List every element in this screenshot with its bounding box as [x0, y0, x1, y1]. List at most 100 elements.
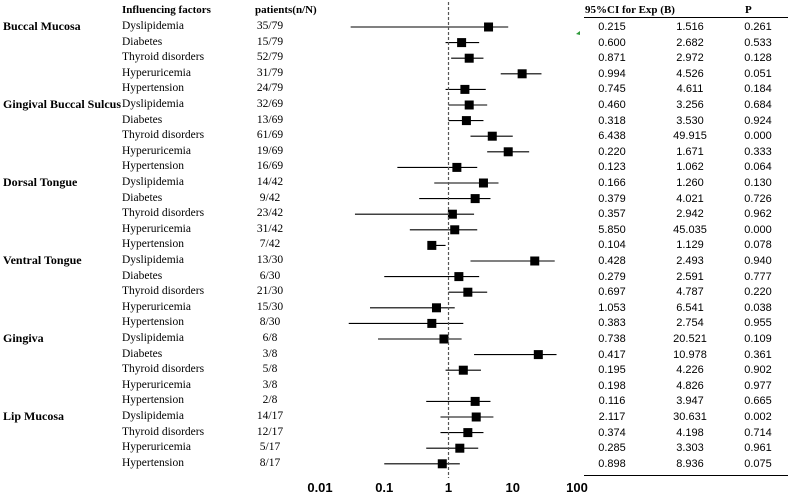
p-value: 0.078	[744, 239, 772, 252]
factor-label: Dyslipidemia	[122, 176, 184, 188]
ci-low-value: 0.215	[598, 21, 626, 33]
factor-label: Hypertension	[122, 238, 184, 251]
point-estimate	[461, 116, 471, 126]
ci-low-value: 0.460	[598, 99, 626, 111]
point-estimate	[427, 240, 437, 250]
patients-value: 32/69	[256, 98, 284, 110]
ci-high-value: 1.129	[676, 239, 704, 252]
point-estimate	[463, 287, 473, 297]
point-estimate	[464, 100, 474, 110]
p-value: 0.128	[744, 52, 772, 65]
p-value: 0.261	[744, 21, 772, 33]
ci-low-value: 6.438	[598, 130, 626, 143]
p-value: 0.000	[744, 223, 772, 236]
factor-label: Hyperuricemia	[122, 441, 191, 454]
ci-low-value: 0.600	[598, 36, 626, 49]
ci-high-value: 4.021	[676, 192, 704, 205]
ci-high-value: 1.516	[676, 21, 704, 33]
p-value: 0.962	[744, 208, 772, 221]
factor-label: Hypertension	[122, 82, 184, 95]
ci-low-value: 0.871	[598, 52, 626, 65]
table-top-rule	[584, 17, 788, 18]
site-label: Dorsal Tongue	[3, 175, 78, 189]
ci-high-value: 4.611	[676, 83, 704, 96]
green-mark-icon	[576, 31, 580, 35]
ci-low-value: 0.318	[598, 114, 626, 127]
p-value: 0.220	[744, 286, 772, 299]
ci-high-value: 4.826	[676, 379, 704, 392]
p-value: 0.000	[744, 130, 772, 143]
factor-label: Hypertension	[122, 316, 184, 329]
ci-high-value: 3.530	[676, 114, 704, 127]
point-estimate	[450, 225, 460, 235]
point-estimate	[452, 162, 462, 172]
patients-value: 5/17	[259, 441, 281, 454]
ci-low-value: 0.379	[598, 192, 626, 205]
p-value: 0.924	[744, 114, 772, 127]
ci-low-value: 0.166	[598, 177, 626, 189]
ci-low-value: 5.850	[598, 223, 626, 236]
ci-high-value: 2.682	[676, 36, 704, 49]
factor-label: Dyslipidemia	[122, 254, 184, 266]
p-value: 0.684	[744, 99, 772, 111]
ci-low-value: 0.123	[598, 161, 626, 174]
ci-high-value: 3.256	[676, 99, 704, 111]
patients-value: 35/79	[256, 20, 284, 32]
point-estimate	[470, 396, 480, 406]
patients-value: 6/30	[259, 269, 281, 282]
factor-label: Dyslipidemia	[122, 332, 184, 344]
patients-value: 21/30	[256, 285, 284, 298]
ci-high-value: 6.541	[676, 301, 704, 314]
point-estimate	[487, 131, 497, 141]
ci-high-value: 1.671	[676, 145, 704, 158]
point-estimate	[484, 22, 494, 32]
ci-low-value: 0.738	[598, 333, 626, 345]
point-estimate	[530, 256, 540, 266]
factor-label: Thyroid disorders	[122, 425, 205, 438]
header-factor: Influencing factors	[122, 4, 211, 16]
patients-value: 24/79	[256, 82, 284, 95]
factor-label: Hyperuricemia	[122, 300, 191, 313]
header-ci: 95%CI for Exp (B)	[585, 4, 675, 16]
ci-low-value: 0.279	[598, 270, 626, 283]
point-estimate	[454, 272, 464, 282]
factor-label: Thyroid disorders	[122, 129, 205, 142]
factor-label: Hypertension	[122, 394, 184, 407]
ci-low-value: 0.428	[598, 255, 626, 267]
patients-value: 31/42	[256, 222, 284, 235]
ci-low-value: 0.104	[598, 239, 626, 252]
x-tick-label: 10	[506, 480, 520, 495]
factor-label: Hyperuricemia	[122, 144, 191, 157]
ci-low-value: 0.116	[598, 395, 626, 408]
point-estimate	[437, 459, 447, 469]
ci-high-value: 2.754	[676, 317, 704, 330]
site-label: Buccal Mucosa	[3, 19, 81, 33]
ci-high-value: 4.198	[676, 426, 704, 439]
ci-high-value: 2.942	[676, 208, 704, 221]
p-value: 0.109	[744, 333, 772, 345]
ci-low-value: 1.053	[598, 301, 626, 314]
ci-high-value: 4.787	[676, 286, 704, 299]
patients-value: 52/79	[256, 51, 284, 64]
factor-label: Dyslipidemia	[122, 410, 184, 422]
point-estimate	[503, 147, 513, 157]
patients-value: 8/17	[259, 456, 281, 469]
point-estimate	[427, 318, 437, 328]
ci-low-value: 0.374	[598, 426, 626, 439]
x-tick-label: 0.01	[307, 480, 332, 495]
patients-value: 23/42	[256, 207, 284, 220]
patients-value: 14/42	[256, 176, 284, 188]
p-value: 0.533	[744, 36, 772, 49]
factor-label: Thyroid disorders	[122, 51, 205, 64]
p-value: 0.333	[744, 145, 772, 158]
patients-value: 16/69	[256, 160, 284, 173]
factor-label: Hypertension	[122, 456, 184, 469]
p-value: 0.038	[744, 301, 772, 314]
factor-label: Thyroid disorders	[122, 285, 205, 298]
ci-high-value: 1.062	[676, 161, 704, 174]
patients-value: 9/42	[259, 191, 281, 204]
site-label: Gingival Buccal Sulcus	[3, 97, 122, 111]
ci-high-value: 3.303	[676, 442, 704, 455]
header-patients: patients(n/N)	[255, 4, 317, 16]
